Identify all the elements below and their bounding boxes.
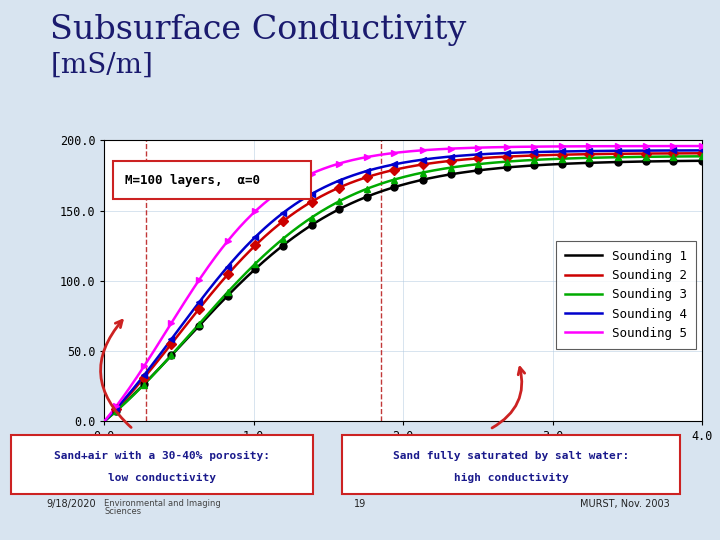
Sounding 4 — [456, 152, 464, 159]
Text: high conductivity: high conductivity — [454, 473, 569, 483]
Sounding 1 — [590, 159, 598, 166]
Line: Sounding 5: Sounding 5 — [104, 146, 702, 421]
Sounding 2 — [456, 157, 464, 163]
Sounding 2 — [590, 151, 598, 157]
Sounding 1 — [100, 418, 109, 424]
Sounding 3 — [423, 168, 432, 175]
Line: Sounding 1: Sounding 1 — [104, 161, 702, 421]
Sounding 4 — [590, 148, 598, 154]
Sounding 5 — [683, 143, 692, 149]
Text: 9/18/2020: 9/18/2020 — [47, 498, 96, 509]
Text: Sand+air with a 30-40% porosity:: Sand+air with a 30-40% porosity: — [54, 451, 270, 461]
Sounding 2 — [423, 160, 432, 167]
Line: Sounding 4: Sounding 4 — [104, 150, 702, 421]
Legend: Sounding 1, Sounding 2, Sounding 3, Sounding 4, Sounding 5: Sounding 1, Sounding 2, Sounding 3, Soun… — [556, 241, 696, 349]
Text: Subsurface Conductivity: Subsurface Conductivity — [50, 14, 467, 45]
Line: Sounding 3: Sounding 3 — [104, 156, 702, 421]
Sounding 3 — [100, 418, 109, 424]
Text: M=100 layers,  α=0: M=100 layers, α=0 — [125, 174, 261, 187]
Sounding 5 — [384, 151, 392, 157]
Sounding 4 — [683, 147, 692, 154]
Text: 19: 19 — [354, 498, 366, 509]
Sounding 4 — [387, 161, 396, 168]
Sounding 1 — [387, 185, 396, 191]
Sounding 5 — [423, 147, 432, 153]
Sounding 3 — [387, 177, 396, 184]
Text: low conductivity: low conductivity — [108, 473, 216, 483]
Sounding 2 — [384, 168, 392, 174]
Sounding 4 — [698, 147, 706, 153]
Sounding 5 — [590, 143, 598, 150]
X-axis label: Depth [m]: Depth [m] — [356, 449, 451, 466]
Text: Environmental and Imaging: Environmental and Imaging — [104, 498, 221, 508]
Sounding 4 — [384, 163, 392, 169]
Text: Sand fully saturated by salt water:: Sand fully saturated by salt water: — [393, 451, 629, 461]
Sounding 3 — [590, 154, 598, 161]
Sounding 1 — [384, 186, 392, 192]
Sounding 1 — [423, 176, 432, 182]
Sounding 3 — [698, 153, 706, 159]
Sounding 3 — [683, 153, 692, 160]
Text: [mS/m]: [mS/m] — [50, 51, 153, 78]
Sounding 5 — [456, 145, 464, 152]
Text: MURST, Nov. 2003: MURST, Nov. 2003 — [580, 498, 670, 509]
Sounding 5 — [100, 418, 109, 424]
Sounding 1 — [683, 158, 692, 164]
Sounding 5 — [698, 143, 706, 149]
Sounding 2 — [100, 418, 109, 424]
Sounding 1 — [698, 158, 706, 164]
Line: Sounding 2: Sounding 2 — [104, 153, 702, 421]
Sounding 4 — [423, 156, 432, 162]
Sounding 3 — [384, 178, 392, 185]
Text: Sciences: Sciences — [104, 507, 142, 516]
Sounding 2 — [698, 150, 706, 157]
Sounding 1 — [456, 170, 464, 176]
FancyBboxPatch shape — [113, 161, 310, 199]
Sounding 4 — [100, 418, 109, 424]
Sounding 3 — [456, 163, 464, 170]
Sounding 2 — [387, 167, 396, 173]
Sounding 5 — [387, 150, 396, 157]
Sounding 2 — [683, 150, 692, 157]
